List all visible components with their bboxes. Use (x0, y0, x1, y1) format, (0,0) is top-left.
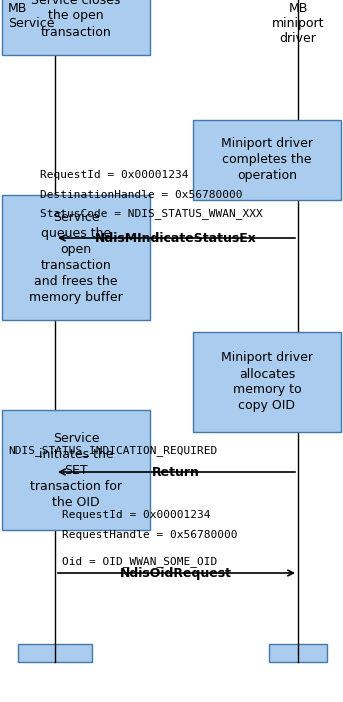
Text: StatusCode = NDIS_STATUS_WWAN_XXX: StatusCode = NDIS_STATUS_WWAN_XXX (40, 208, 263, 219)
Text: RequestHandle = 0x56780000: RequestHandle = 0x56780000 (62, 530, 237, 540)
Text: NDIS_STATUS_INDICATION_REQUIRED: NDIS_STATUS_INDICATION_REQUIRED (8, 445, 217, 456)
Text: RequestId = 0x00001234: RequestId = 0x00001234 (40, 170, 189, 180)
Text: Miniport driver
allocates
memory to
copy OID: Miniport driver allocates memory to copy… (221, 352, 313, 413)
Bar (2, 195, 150, 320)
Bar (193, 332, 341, 432)
Text: Service
queues the
open
transaction
and frees the
memory buffer: Service queues the open transaction and … (29, 211, 123, 304)
Text: Oid = OID_WWAN_SOME_OID: Oid = OID_WWAN_SOME_OID (62, 556, 217, 567)
Text: NdisOidRequest: NdisOidRequest (120, 567, 232, 580)
Text: NdisMIndicateStatusEx: NdisMIndicateStatusEx (95, 232, 257, 245)
Bar (2, 0, 150, 55)
Bar (18, 644, 92, 662)
Text: DestinationHandle = 0x56780000: DestinationHandle = 0x56780000 (40, 190, 243, 200)
Text: RequestId = 0x00001234: RequestId = 0x00001234 (62, 510, 211, 520)
Text: MB
Service: MB Service (8, 2, 55, 30)
Text: Service closes
the open
transaction: Service closes the open transaction (31, 0, 121, 39)
Text: Miniport driver
completes the
operation: Miniport driver completes the operation (221, 138, 313, 183)
Text: MB
miniport
driver: MB miniport driver (272, 2, 324, 45)
Bar (2, 410, 150, 530)
Text: Service
initiates the
SET
transaction for
the OID: Service initiates the SET transaction fo… (30, 432, 122, 508)
Text: Return: Return (152, 466, 200, 479)
Bar (269, 644, 327, 662)
Bar (193, 120, 341, 200)
